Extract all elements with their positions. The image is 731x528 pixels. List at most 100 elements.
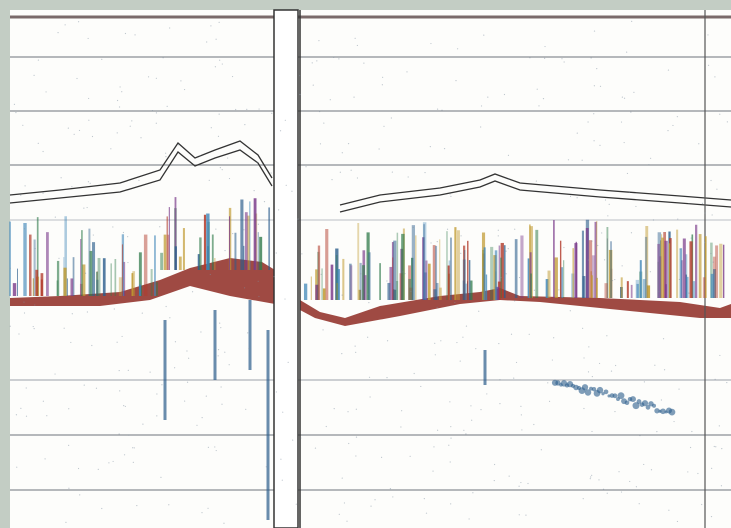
fish-school: [652, 404, 656, 408]
noise-dot: [299, 94, 300, 95]
noise-dot: [691, 237, 692, 238]
noise-dot: [44, 458, 45, 459]
noise-dot: [658, 291, 659, 292]
fish-school: [613, 393, 618, 398]
noise-dot: [298, 219, 299, 220]
noise-dot: [563, 247, 564, 248]
noise-dot: [454, 302, 455, 303]
noise-dot: [61, 177, 62, 178]
noise-dot: [20, 195, 21, 196]
fish-school: [669, 409, 676, 416]
noise-dot: [117, 100, 118, 101]
noise-dot: [156, 123, 157, 124]
noise-dot: [266, 466, 267, 467]
noise-dot: [92, 136, 93, 137]
noise-dot: [152, 110, 153, 111]
noise-dot: [469, 518, 470, 519]
noise-dot: [127, 236, 128, 237]
noise-dot: [338, 58, 339, 59]
noise-dot: [525, 515, 526, 516]
noise-dot: [221, 404, 222, 405]
noise-dot: [678, 388, 679, 389]
noise-dot: [210, 25, 211, 26]
noise-dot: [88, 38, 89, 39]
noise-dot: [165, 156, 166, 157]
noise-dot: [10, 326, 11, 327]
noise-dot: [138, 180, 139, 181]
noise-dot: [91, 345, 92, 346]
noise-dot: [618, 471, 619, 472]
noise-dot: [379, 148, 380, 149]
noise-dot: [414, 373, 415, 374]
noise-dot: [663, 338, 664, 339]
noise-dot: [74, 134, 75, 135]
noise-dot: [140, 137, 141, 138]
noise-dot: [296, 504, 297, 505]
noise-dot: [570, 196, 571, 197]
noise-dot: [597, 245, 598, 246]
noise-dot: [614, 411, 615, 412]
noise-dot: [661, 399, 662, 400]
noise-dot: [719, 425, 720, 426]
noise-dot: [112, 226, 113, 227]
noise-dot: [244, 287, 245, 288]
noise-dot: [72, 313, 73, 314]
noise-dot: [680, 249, 681, 250]
noise-dot: [570, 310, 571, 311]
noise-dot: [631, 232, 632, 233]
noise-dot: [142, 312, 143, 313]
noise-dot: [184, 400, 185, 401]
noise-dot: [258, 281, 259, 282]
noise-dot: [208, 447, 209, 448]
noise-dot: [480, 409, 481, 410]
noise-dot: [71, 186, 72, 187]
noise-dot: [721, 485, 722, 486]
fish-school: [630, 396, 636, 402]
noise-dot: [511, 334, 512, 335]
noise-dot: [420, 386, 421, 387]
noise-dot: [606, 335, 607, 336]
noise-dot: [351, 170, 352, 171]
noise-dot: [35, 248, 36, 249]
noise-dot: [42, 151, 43, 152]
noise-dot: [119, 370, 120, 371]
noise-dot: [127, 262, 128, 263]
noise-dot: [254, 190, 255, 191]
noise-dot: [715, 446, 716, 447]
noise-dot: [653, 219, 654, 220]
noise-dot: [482, 267, 483, 268]
noise-dot: [55, 217, 56, 218]
noise-dot: [88, 98, 89, 99]
noise-dot: [285, 120, 286, 121]
noise-dot: [206, 41, 207, 42]
noise-dot: [134, 34, 135, 35]
noise-dot: [257, 162, 258, 163]
noise-dot: [408, 176, 409, 177]
noise-dot: [222, 63, 223, 64]
noise-dot: [87, 207, 88, 208]
noise-dot: [159, 226, 160, 227]
noise-dot: [430, 146, 431, 147]
noise-dot: [178, 144, 179, 145]
noise-dot: [165, 153, 166, 154]
noise-dot: [520, 406, 521, 407]
noise-dot: [710, 180, 711, 181]
noise-dot: [68, 127, 69, 128]
noise-dot: [406, 71, 407, 72]
noise-dot: [702, 203, 703, 204]
noise-dot: [22, 125, 23, 126]
noise-dot: [258, 224, 259, 225]
noise-dot: [456, 342, 457, 343]
noise-dot: [499, 403, 500, 404]
noise-dot: [305, 166, 306, 167]
noise-dot: [34, 328, 35, 329]
noise-dot: [604, 259, 605, 260]
noise-dot: [450, 438, 451, 439]
noise-dot: [471, 420, 472, 421]
noise-dot: [599, 363, 600, 364]
noise-dot: [367, 337, 368, 338]
noise-dot: [392, 496, 393, 497]
noise-dot: [719, 355, 720, 356]
noise-dot: [355, 455, 356, 456]
noise-dot: [136, 505, 137, 506]
